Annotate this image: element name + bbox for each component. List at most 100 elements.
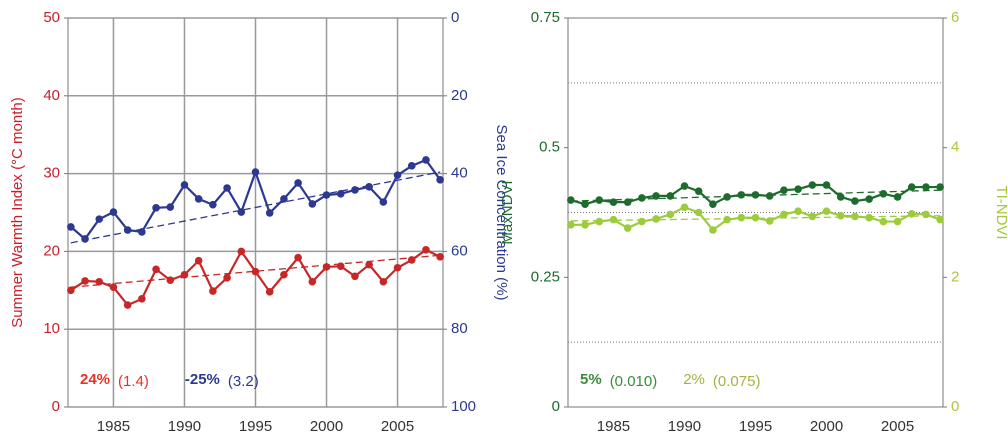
y-axis-title: Summer Warmth Index (°C month) xyxy=(9,97,26,328)
data-point xyxy=(336,262,345,270)
data-point xyxy=(351,186,359,194)
x-tick-label: 1990 xyxy=(668,418,701,435)
data-point xyxy=(194,256,203,265)
data-point xyxy=(280,195,288,203)
data-point xyxy=(294,253,302,262)
annotation: 24% xyxy=(80,371,110,388)
data-point xyxy=(280,270,288,279)
y-tick-label: 0 xyxy=(52,398,60,415)
data-point xyxy=(379,198,388,206)
data-point xyxy=(595,196,604,204)
y-tick-label: 30 xyxy=(43,165,60,182)
data-point xyxy=(422,246,430,254)
y2-tick-label: 60 xyxy=(451,242,468,259)
data-point xyxy=(95,215,104,223)
x-tick-label: 2005 xyxy=(881,418,914,435)
data-point xyxy=(822,207,831,216)
trend-line xyxy=(570,189,941,202)
data-point xyxy=(265,209,274,217)
data-point xyxy=(780,210,788,219)
data-point xyxy=(836,211,845,220)
data-point xyxy=(123,301,132,309)
data-point xyxy=(152,265,160,274)
data-point xyxy=(581,221,589,229)
y2-axis-title: Sea Ice Concentration (%) xyxy=(493,125,510,301)
data-point xyxy=(595,217,604,226)
x-tick-label: 1995 xyxy=(239,418,272,435)
data-point xyxy=(851,197,859,205)
y-tick-label: 20 xyxy=(43,242,60,259)
data-point xyxy=(209,200,217,209)
data-point xyxy=(322,263,331,271)
data-point xyxy=(666,192,675,200)
data-point xyxy=(879,190,888,198)
y2-axis-title: TI-NDVI xyxy=(993,185,1008,239)
y-axis-title: MaxNDVI xyxy=(499,180,516,244)
data-point xyxy=(694,187,703,196)
data-point xyxy=(723,215,731,224)
y2-tick-label: 80 xyxy=(451,320,468,337)
data-point xyxy=(109,283,118,291)
data-point xyxy=(180,181,189,189)
data-point xyxy=(893,217,902,226)
data-point xyxy=(723,193,731,201)
x-tick-label: 1985 xyxy=(597,418,630,435)
data-point xyxy=(166,203,175,211)
data-point xyxy=(808,181,817,189)
data-point xyxy=(95,277,104,286)
data-point xyxy=(907,183,916,191)
y2-tick-label: 6 xyxy=(951,9,959,26)
data-point xyxy=(581,200,589,209)
data-point xyxy=(251,168,260,176)
data-point xyxy=(765,217,774,225)
annotation: 2% xyxy=(683,371,705,388)
data-point xyxy=(152,204,160,212)
data-point xyxy=(623,198,632,206)
x-tick-label: 1990 xyxy=(168,418,201,435)
data-point xyxy=(737,213,746,222)
data-point xyxy=(223,274,231,282)
data-point xyxy=(223,184,231,192)
annotation-note: (3.2) xyxy=(228,373,259,390)
data-point xyxy=(922,183,930,191)
annotation-note: (0.075) xyxy=(713,373,761,390)
data-point xyxy=(865,213,873,222)
data-point xyxy=(623,224,632,232)
data-point xyxy=(907,209,916,218)
annotation-note: (1.4) xyxy=(118,373,149,390)
y-tick-label: 0 xyxy=(552,398,560,415)
x-tick-label: 1985 xyxy=(97,418,130,435)
data-point xyxy=(194,195,203,203)
data-point xyxy=(308,200,317,208)
data-point xyxy=(822,181,831,189)
data-point xyxy=(751,213,760,222)
data-point xyxy=(436,176,444,184)
data-point xyxy=(851,212,859,221)
y2-tick-label: 20 xyxy=(451,87,468,104)
data-point xyxy=(936,183,944,191)
data-point xyxy=(308,277,317,286)
data-point xyxy=(67,223,75,231)
x-tick-label: 1995 xyxy=(739,418,772,435)
data-point xyxy=(123,226,132,234)
data-point xyxy=(209,287,217,295)
data-point xyxy=(638,217,646,226)
data-point xyxy=(836,193,845,201)
data-point xyxy=(422,156,430,164)
x-tick-label: 2000 xyxy=(310,418,343,435)
data-point xyxy=(436,253,444,261)
y2-tick-label: 0 xyxy=(951,398,959,415)
data-point xyxy=(808,212,817,221)
data-point xyxy=(893,193,902,201)
data-point xyxy=(765,192,774,200)
data-point xyxy=(365,183,373,191)
data-point xyxy=(237,208,246,216)
data-point xyxy=(737,191,746,199)
data-point xyxy=(393,263,402,272)
data-point xyxy=(709,226,717,234)
data-point xyxy=(567,196,575,204)
data-point xyxy=(794,185,802,193)
y-tick-label: 40 xyxy=(43,87,60,104)
data-point xyxy=(638,194,646,202)
